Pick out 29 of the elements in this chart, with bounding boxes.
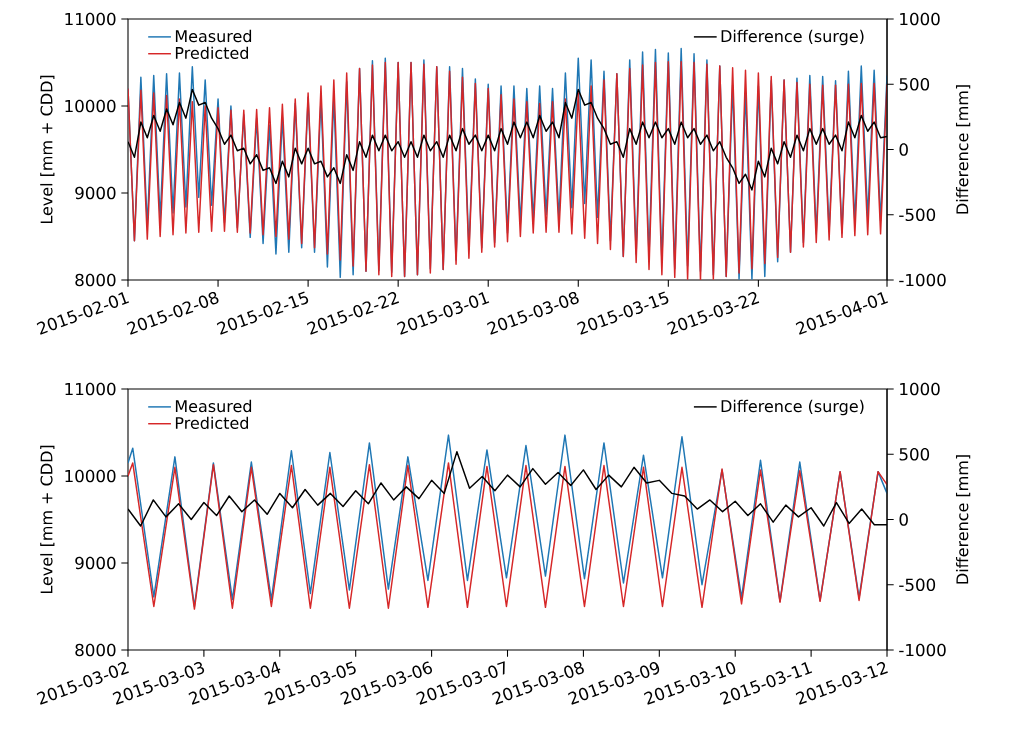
y-tick-label: 11000 (65, 12, 116, 26)
y-tick-label: 9000 (75, 186, 116, 200)
line-series (128, 462, 888, 610)
y2-axis-title: Difference [mm] (955, 85, 971, 214)
legend-label: Measured (175, 399, 252, 413)
y2-tick-label: 0 (899, 513, 908, 526)
y2-tick-label: 500 (899, 77, 930, 91)
legend-label: Difference (surge) (721, 29, 864, 46)
legend-label: Difference (surge) (721, 399, 864, 416)
y-axis-title: Level [mm + CDD] (40, 75, 55, 224)
y2-tick-label: -500 (899, 208, 936, 222)
y2-tick-label: -1000 (899, 273, 946, 287)
y2-tick-label: 0 (899, 143, 908, 156)
y-tick-label: 8000 (75, 643, 116, 657)
y2-tick-label: 1000 (900, 382, 940, 396)
legend-label: Predicted (175, 46, 249, 60)
y2-tick-label: -1000 (899, 643, 946, 657)
y-axis-title: Level [mm + CDD] (40, 445, 55, 594)
y-tick-label: 10000 (65, 99, 116, 113)
y-tick-label: 11000 (65, 382, 116, 396)
y2-tick-label: 500 (899, 447, 930, 461)
y-tick-label: 9000 (75, 556, 116, 570)
legend-label: Measured (175, 29, 252, 43)
y2-tick-label: 1000 (900, 12, 940, 26)
legend-label: Predicted (175, 416, 249, 430)
y2-axis-title: Difference [mm] (955, 455, 971, 584)
y2-tick-label: -500 (899, 578, 936, 592)
y-tick-label: 10000 (65, 469, 116, 483)
y-tick-label: 8000 (75, 273, 116, 287)
